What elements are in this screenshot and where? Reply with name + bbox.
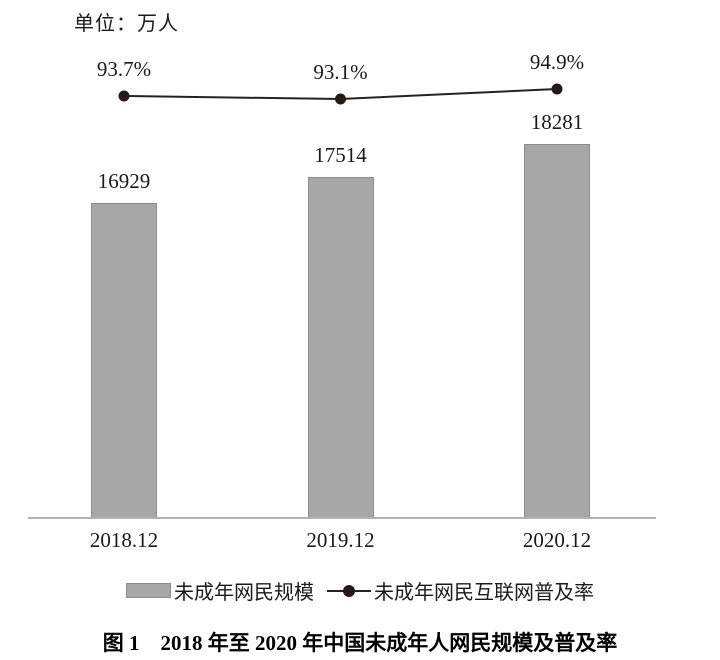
legend-item-line: 未成年网民互联网普及率 bbox=[327, 576, 594, 605]
penetration-rate-line bbox=[123, 88, 558, 101]
legend-item-bar: 未成年网民规模 bbox=[126, 576, 314, 605]
unit-label: 单位：万人 bbox=[74, 13, 179, 35]
bar-2019.12 bbox=[307, 177, 374, 518]
bar-series-swatch-icon bbox=[126, 583, 171, 598]
percent-value-label: 93.1% bbox=[313, 60, 368, 84]
bar-2020.12 bbox=[524, 144, 590, 518]
percent-value-label: 94.9% bbox=[529, 50, 585, 74]
bar-value-label: 18281 bbox=[530, 110, 584, 134]
line-series-symbol-icon bbox=[327, 584, 371, 597]
line-series-label: 未成年网民互联网普及率 bbox=[374, 582, 594, 604]
percent-value-label: 93.7% bbox=[96, 57, 152, 81]
x-tick-2019.12: 2019.12 bbox=[306, 528, 375, 552]
bar-2018.12 bbox=[91, 203, 157, 518]
bar-series-label: 未成年网民规模 bbox=[174, 582, 314, 604]
data-point-dot bbox=[335, 93, 346, 105]
bar-value-label: 17514 bbox=[314, 143, 367, 167]
data-point-dot bbox=[551, 83, 563, 95]
data-point-dot bbox=[118, 90, 130, 102]
bar-value-label: 16929 bbox=[97, 169, 151, 193]
x-tick-2020.12: 2020.12 bbox=[522, 528, 592, 552]
legend: 未成年网民规模 未成年网民互联网普及率 bbox=[0, 576, 720, 605]
x-axis-line bbox=[28, 517, 656, 519]
x-tick-2018.12: 2018.12 bbox=[89, 528, 159, 552]
figure-caption: 图 1 2018 年至 2020 年中国未成年人网民规模及普及率 bbox=[102, 631, 618, 655]
